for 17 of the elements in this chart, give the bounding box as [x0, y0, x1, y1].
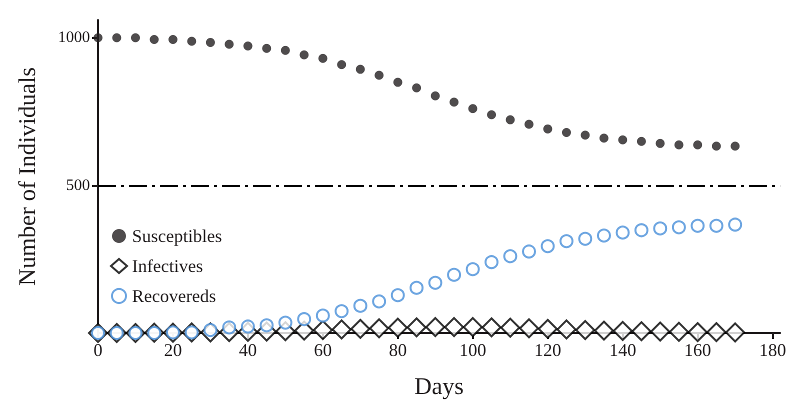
legend-label: Susceptibles [132, 226, 222, 246]
x-tick-label: 60 [314, 340, 332, 360]
x-tick-label: 140 [609, 340, 636, 360]
x-tick-label: 120 [534, 340, 562, 360]
x-tick-label: 100 [459, 340, 486, 360]
x-axis-title: Days [414, 374, 464, 400]
x-tick-label: 180 [759, 340, 786, 360]
y-tick-label: 500 [66, 176, 90, 194]
y-axis-title: Number of Individuals [15, 67, 41, 286]
x-tick-label: 40 [238, 340, 257, 360]
x-tick-label: 80 [388, 340, 407, 360]
x-tick-label: 0 [94, 340, 102, 360]
legend-label: Recovereds [132, 286, 216, 306]
legend-label: Infectives [132, 256, 203, 276]
x-tick-label: 160 [684, 340, 712, 360]
y-tick-label: 1000 [58, 29, 90, 46]
x-tick-label: 20 [164, 340, 182, 360]
